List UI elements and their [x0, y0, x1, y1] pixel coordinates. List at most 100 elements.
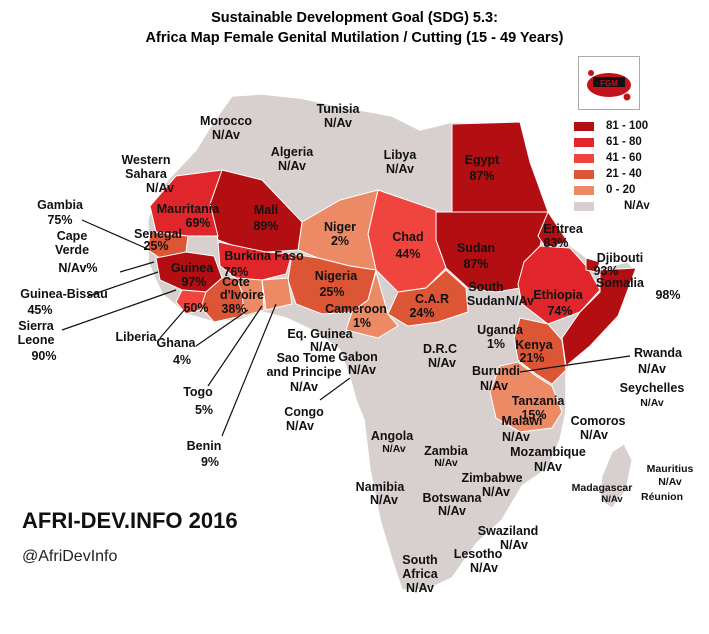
value-gambia: 75%: [47, 213, 72, 227]
legend-label: 61 - 80: [606, 136, 642, 148]
label-somalia: Somalia: [596, 276, 645, 290]
legend-swatch: [574, 170, 594, 179]
value-libya: N/Av: [386, 162, 414, 176]
value-kenya: 21%: [519, 351, 544, 365]
value-uganda: 1%: [487, 337, 505, 351]
legend-swatch: [574, 154, 594, 163]
value-guinea: 97%: [181, 275, 206, 289]
label-cape-verde-1: Cape: [57, 229, 88, 243]
ghana-shape: [235, 277, 265, 317]
label-chad: Chad: [392, 230, 423, 244]
value-south-sudan: N/Av: [506, 294, 534, 308]
label-eritrea: Eritrea: [543, 222, 584, 236]
madagascar-shape: [599, 443, 633, 509]
label-reunion: Réunion: [641, 491, 683, 503]
label-egypt: Egypt: [465, 153, 501, 167]
label-south-sudan-1: South: [468, 280, 503, 294]
value-guinea-bissau: 45%: [27, 303, 52, 317]
label-madagascar: Madagascar: [572, 482, 633, 494]
label-south-sudan-2: Sudan: [467, 294, 505, 308]
value-ghana: 4%: [173, 353, 191, 367]
value-western-sahara: N/Av: [146, 181, 174, 195]
value-ethiopia: 74%: [547, 304, 572, 318]
twitter-handle[interactable]: @AfriDevInfo: [22, 548, 118, 565]
legend-swatch: [574, 202, 594, 211]
liberia-shape: [175, 289, 207, 315]
value-morocco: N/Av: [212, 128, 240, 142]
value-djibouti: 93%: [593, 264, 618, 278]
label-congo: Congo: [284, 405, 324, 419]
value-zimbabwe: N/Av: [482, 485, 510, 499]
legend-label: 0 - 20: [606, 184, 636, 196]
tanzania-shape: [489, 361, 563, 433]
label-western-sahara-1: Western: [121, 153, 170, 167]
label-mali: Mali: [254, 203, 278, 217]
value-car: 24%: [409, 306, 434, 320]
value-sao-tome: N/Av: [290, 380, 318, 394]
label-cote-divoire-1: Cote: [222, 275, 250, 289]
label-zimbabwe: Zimbabwe: [461, 471, 522, 485]
label-ghana: Ghana: [157, 336, 197, 350]
label-mozambique: Mozambique: [510, 445, 586, 459]
label-libya: Libya: [384, 148, 418, 162]
label-togo: Togo: [183, 385, 213, 399]
legend-item-81-100: 81 - 100: [574, 120, 694, 134]
legend-label: 21 - 40: [606, 168, 642, 180]
label-guinea-bissau: Guinea-Bissau: [20, 287, 108, 301]
label-malawi: Malawi: [502, 414, 543, 428]
leader-lines: [61, 219, 631, 437]
value-mauritius: N/Av: [658, 476, 682, 488]
label-sudan: Sudan: [457, 241, 495, 255]
label-cape-verde-2: Verde: [55, 243, 89, 257]
label-drc: D.R.C: [423, 342, 457, 356]
label-cameroon: Cameroon: [325, 302, 387, 316]
label-seychelles: Seychelles: [620, 381, 685, 395]
value-mauritania: 69%: [185, 216, 210, 230]
legend-label: N/Av: [624, 200, 650, 212]
title-line-2: Africa Map Female Genital Mutilation / C…: [145, 30, 564, 46]
fgm-logo-graphic: FGM: [587, 70, 631, 101]
value-cote-divoire: 38%: [221, 302, 246, 316]
djibouti-shape: [585, 257, 601, 273]
value-gabon: N/Av: [348, 363, 376, 377]
value-mali: 89%: [253, 219, 278, 233]
value-liberia: 50%: [183, 301, 208, 315]
value-cameroon: 1%: [353, 316, 371, 330]
label-south-africa-2: Africa: [402, 567, 438, 581]
cameroon-shape: [345, 270, 399, 339]
value-eritrea: 83%: [543, 236, 568, 250]
value-benin: 9%: [201, 455, 219, 469]
label-mauritania: Mauritania: [157, 202, 221, 216]
value-swaziland: N/Av: [500, 538, 528, 552]
value-somalia: 98%: [655, 288, 680, 302]
brand-name: AFRI-DEV.INFO 2016: [22, 508, 238, 533]
label-western-sahara-2: Sahara: [125, 167, 168, 181]
title-line-1: Sustainable Development Goal (SDG) 5.3:: [211, 10, 498, 26]
label-namibia: Namibia: [356, 480, 406, 494]
value-burundi: N/Av: [480, 379, 508, 393]
value-rwanda: N/Av: [638, 362, 666, 376]
label-car: C.A.R: [415, 292, 449, 306]
label-sao-tome-2: and Principe: [266, 365, 341, 379]
value-burkina-faso: 76%: [223, 265, 248, 279]
label-swaziland: Swaziland: [478, 524, 538, 538]
car-shape: [387, 269, 469, 327]
legend-swatch: [574, 186, 594, 195]
value-eq-guinea: N/Av: [310, 340, 338, 354]
value-togo: 5%: [195, 403, 213, 417]
logo-text: FGM: [600, 79, 618, 88]
legend-item-21-40: 21 - 40: [574, 168, 694, 182]
value-lesotho: N/Av: [470, 561, 498, 575]
somalia-shape: [561, 267, 637, 367]
value-seychelles: N/Av: [640, 397, 664, 409]
label-gabon: Gabon: [338, 350, 378, 364]
label-sierra-leone-2: Leone: [18, 333, 55, 347]
label-tanzania: Tanzania: [512, 394, 566, 408]
value-tanzania: 15%: [521, 408, 546, 422]
value-chad: 44%: [395, 247, 420, 261]
label-south-africa-1: South: [402, 553, 437, 567]
legend-item-41-60: 41 - 60: [574, 152, 694, 166]
legend-label: 81 - 100: [606, 120, 649, 132]
label-burundi: Burundi: [472, 364, 520, 378]
ethiopia-shape: [517, 245, 601, 325]
